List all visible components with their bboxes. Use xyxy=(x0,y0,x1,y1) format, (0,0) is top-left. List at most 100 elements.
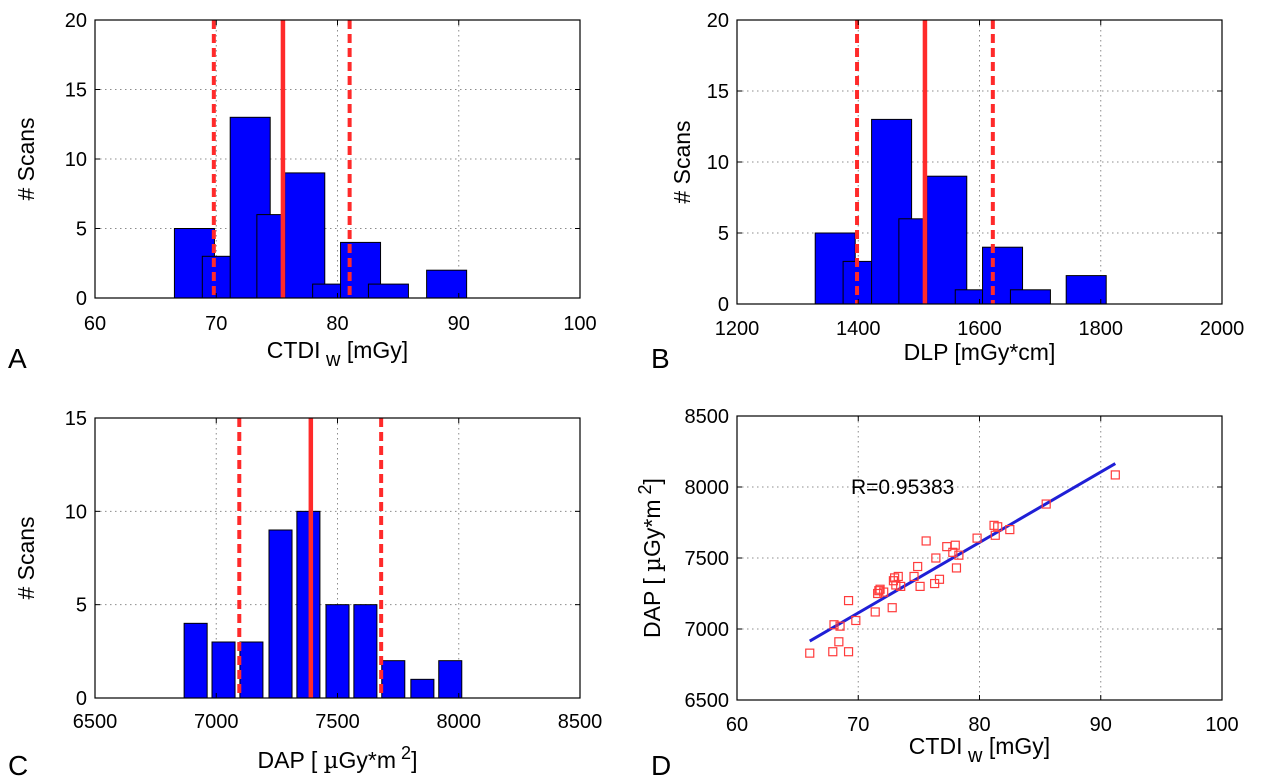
histogram-bar xyxy=(325,604,350,699)
y-tick-label: 15 xyxy=(65,408,87,430)
scatter-point xyxy=(934,574,945,584)
correlation-annotation: R=0.95383 xyxy=(851,476,954,499)
x-tick-label: 90 xyxy=(448,313,470,335)
x-tick-label: 1800 xyxy=(1079,318,1124,340)
y-tick-label: 15 xyxy=(707,81,729,103)
scatter-point xyxy=(843,647,854,657)
histogram-bar xyxy=(410,678,435,699)
scatter-point xyxy=(843,595,854,606)
panel-d: R=0.95383 60 70 80 90 100 6500 7000 7500 8000 8500… xyxy=(635,406,1239,778)
scatter-point xyxy=(931,553,941,563)
histogram-bar xyxy=(367,283,409,299)
x-axis-label: CTDI w [mGy] xyxy=(267,337,408,371)
y-axis-label: # Scans xyxy=(13,117,39,200)
histogram-bar xyxy=(296,510,321,699)
scatter-point xyxy=(913,561,923,572)
histogram-bar xyxy=(353,604,378,699)
y-tick-label: 0 xyxy=(718,294,729,316)
y-tick-label: 0 xyxy=(76,688,87,710)
x-tick-label: 8000 xyxy=(437,711,482,733)
y-axis-label: # Scans xyxy=(669,120,695,203)
scatter-point xyxy=(909,571,919,582)
scatter-point xyxy=(1005,524,1015,535)
panel-label: C xyxy=(8,750,28,778)
scatter-point xyxy=(834,637,844,647)
panel-c: 6500 7000 7500 8000 8500 0 5 10 15 DAP [ µGy*m 2]… xyxy=(8,408,602,778)
scatter-point xyxy=(942,542,952,552)
scatter-point xyxy=(893,571,903,582)
y-tick-label: 10 xyxy=(707,152,729,174)
histogram-bar xyxy=(1065,275,1107,305)
panel-b: 1200 1400 1600 1800 2000 0 5 10 15 20 DLP [mGy*cm]… xyxy=(651,10,1244,374)
scatter-point xyxy=(1041,499,1051,509)
scatter-point xyxy=(870,607,880,617)
y-tick-label: 10 xyxy=(65,501,87,523)
histogram-bar xyxy=(1009,289,1051,305)
y-tick-label: 10 xyxy=(65,149,87,171)
x-tick-label: 1400 xyxy=(836,318,881,340)
scatter-point xyxy=(829,620,839,630)
y-tick-label: 8500 xyxy=(685,406,730,428)
histogram-bar xyxy=(284,172,326,299)
scatter-point xyxy=(805,648,815,658)
y-axis-label: DAP [ µGy*m 2] xyxy=(635,478,666,638)
panel-a: 60 70 80 90 100 0 5 10 15 20 CTDI w [mGy] # Scans A xyxy=(8,10,597,374)
x-tick-label: 1200 xyxy=(715,318,760,340)
x-tick-label: 70 xyxy=(847,714,869,736)
scatter-point xyxy=(874,586,884,596)
x-tick-label: 60 xyxy=(726,714,748,736)
histogram-bar xyxy=(239,641,264,699)
x-axis-label: DLP [mGy*cm] xyxy=(904,339,1056,365)
x-tick-label: 100 xyxy=(563,313,596,335)
panel-label: D xyxy=(651,750,671,778)
histogram-bar xyxy=(426,269,468,299)
scatter-point xyxy=(896,581,906,592)
y-tick-label: 20 xyxy=(65,10,87,32)
x-tick-label: 8500 xyxy=(558,711,603,733)
y-tick-label: 5 xyxy=(76,595,87,617)
y-tick-label: 5 xyxy=(718,223,729,245)
x-tick-label: 7000 xyxy=(194,711,239,733)
scatter-point xyxy=(921,536,931,546)
x-tick-label: 80 xyxy=(968,714,990,736)
y-tick-label: 7500 xyxy=(685,548,730,570)
x-tick-label: 80 xyxy=(326,313,348,335)
scatter-point xyxy=(835,621,845,631)
panel-label: B xyxy=(651,343,670,374)
y-tick-label: 15 xyxy=(65,80,87,102)
scatter-point xyxy=(951,563,962,573)
scatter-point xyxy=(828,647,838,657)
y-tick-label: 20 xyxy=(707,10,729,32)
y-tick-label: 7000 xyxy=(685,619,730,641)
scatter-point xyxy=(993,522,1003,532)
panel-label: A xyxy=(8,343,27,374)
y-tick-label: 6500 xyxy=(685,690,730,712)
histogram-bar xyxy=(381,660,406,699)
scatter-point xyxy=(954,550,964,560)
scatter-point xyxy=(887,603,897,613)
x-tick-label: 7500 xyxy=(315,711,360,733)
scatter-point xyxy=(948,547,958,557)
x-tick-label: 1600 xyxy=(957,318,1002,340)
x-axis-label: CTDI w [mGy] xyxy=(909,733,1050,767)
y-axis-label: # Scans xyxy=(13,516,39,599)
histogram-bar xyxy=(183,622,208,699)
y-tick-label: 0 xyxy=(76,288,87,310)
scatter-point xyxy=(915,581,925,592)
x-tick-label: 90 xyxy=(1090,714,1112,736)
x-tick-label: 70 xyxy=(205,313,227,335)
x-tick-label: 60 xyxy=(84,313,106,335)
scatter-point xyxy=(950,540,960,550)
scatter-point xyxy=(972,533,982,543)
scatter-point xyxy=(879,587,889,597)
histogram-bar xyxy=(268,529,293,699)
y-tick-label: 5 xyxy=(76,219,87,241)
y-tick-label: 8000 xyxy=(685,477,730,499)
scatter-point xyxy=(1110,470,1120,480)
histogram-bar xyxy=(211,641,236,699)
histogram-bar xyxy=(438,660,463,699)
x-tick-label: 6500 xyxy=(73,711,118,733)
x-tick-label: 100 xyxy=(1205,714,1238,736)
scatter-point xyxy=(851,615,861,626)
